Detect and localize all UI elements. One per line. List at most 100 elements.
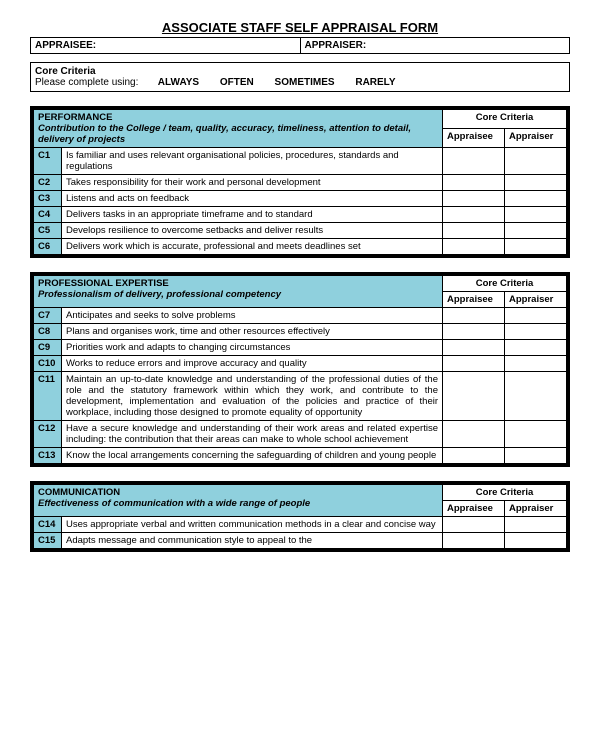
appraiser-cell[interactable] — [505, 372, 567, 421]
criteria-row: C7Anticipates and seeks to solve problem… — [34, 308, 567, 324]
appraiser-cell[interactable] — [505, 533, 567, 549]
appraisee-cell[interactable] — [443, 207, 505, 223]
criteria-code: C2 — [34, 175, 62, 191]
col-appraiser: Appraiser — [505, 129, 567, 148]
criteria-desc: Adapts message and communication style t… — [62, 533, 443, 549]
criteria-desc: Priorities work and adapts to changing c… — [62, 340, 443, 356]
criteria-code: C8 — [34, 324, 62, 340]
appraiser-cell[interactable] — [505, 356, 567, 372]
appraiser-cell[interactable] — [505, 223, 567, 239]
appraisee-cell[interactable] — [443, 175, 505, 191]
appraiser-label: APPRAISER: — [300, 38, 570, 53]
criteria-section: COMMUNICATIONEffectiveness of communicat… — [30, 481, 570, 552]
criteria-code: C4 — [34, 207, 62, 223]
appraisee-cell[interactable] — [443, 372, 505, 421]
appraiser-cell[interactable] — [505, 340, 567, 356]
criteria-desc: Delivers work which is accurate, profess… — [62, 239, 443, 255]
col-appraisee: Appraisee — [443, 129, 505, 148]
criteria-desc: Delivers tasks in an appropriate timefra… — [62, 207, 443, 223]
criteria-row: C2Takes responsibility for their work an… — [34, 175, 567, 191]
section-heading: COMMUNICATIONEffectiveness of communicat… — [34, 485, 443, 517]
criteria-code: C6 — [34, 239, 62, 255]
appraiser-cell[interactable] — [505, 207, 567, 223]
section-heading: PERFORMANCEContribution to the College /… — [34, 110, 443, 148]
criteria-row: C13Know the local arrangements concernin… — [34, 448, 567, 464]
criteria-table: PROFESSIONAL EXPERTISEProfessionalism of… — [33, 275, 567, 464]
appraiser-cell[interactable] — [505, 148, 567, 175]
instruction-label: Please complete using: — [35, 77, 155, 88]
criteria-row: C4Delivers tasks in an appropriate timef… — [34, 207, 567, 223]
criteria-row: C10Works to reduce errors and improve ac… — [34, 356, 567, 372]
criteria-code: C1 — [34, 148, 62, 175]
criteria-code: C7 — [34, 308, 62, 324]
criteria-desc: Listens and acts on feedback — [62, 191, 443, 207]
criteria-desc: Works to reduce errors and improve accur… — [62, 356, 443, 372]
criteria-code: C11 — [34, 372, 62, 421]
criteria-row: C3Listens and acts on feedback — [34, 191, 567, 207]
appraisee-cell[interactable] — [443, 340, 505, 356]
core-criteria-title: Core Criteria — [35, 66, 565, 77]
criteria-code: C13 — [34, 448, 62, 464]
criteria-row: C6Delivers work which is accurate, profe… — [34, 239, 567, 255]
appraisee-cell[interactable] — [443, 517, 505, 533]
criteria-code: C9 — [34, 340, 62, 356]
appraiser-cell[interactable] — [505, 517, 567, 533]
core-instruction: Please complete using: ALWAYS OFTEN SOME… — [35, 77, 565, 88]
criteria-desc: Takes responsibility for their work and … — [62, 175, 443, 191]
criteria-code: C15 — [34, 533, 62, 549]
option-rarely: RARELY — [355, 77, 395, 88]
criteria-code: C3 — [34, 191, 62, 207]
criteria-row: C15Adapts message and communication styl… — [34, 533, 567, 549]
criteria-desc: Know the local arrangements concerning t… — [62, 448, 443, 464]
criteria-row: C9Priorities work and adapts to changing… — [34, 340, 567, 356]
appraisee-cell[interactable] — [443, 324, 505, 340]
criteria-desc: Anticipates and seeks to solve problems — [62, 308, 443, 324]
core-criteria-header: Core Criteria — [443, 110, 567, 129]
criteria-row: C1Is familiar and uses relevant organisa… — [34, 148, 567, 175]
col-appraisee: Appraisee — [443, 292, 505, 308]
appraiser-cell[interactable] — [505, 324, 567, 340]
criteria-desc: Have a secure knowledge and understandin… — [62, 421, 443, 448]
criteria-row: C14Uses appropriate verbal and written c… — [34, 517, 567, 533]
option-sometimes: SOMETIMES — [275, 77, 335, 88]
col-appraiser: Appraiser — [505, 292, 567, 308]
appraiser-cell[interactable] — [505, 308, 567, 324]
appraiser-cell[interactable] — [505, 448, 567, 464]
criteria-section: PERFORMANCEContribution to the College /… — [30, 106, 570, 258]
col-appraiser: Appraiser — [505, 501, 567, 517]
criteria-desc: Maintain an up-to-date knowledge and und… — [62, 372, 443, 421]
core-criteria-header: Core Criteria — [443, 276, 567, 292]
core-criteria-header: Core Criteria — [443, 485, 567, 501]
appraiser-cell[interactable] — [505, 191, 567, 207]
criteria-desc: Plans and organises work, time and other… — [62, 324, 443, 340]
header-row: APPRAISEE: APPRAISER: — [30, 37, 570, 54]
appraisee-cell[interactable] — [443, 356, 505, 372]
appraiser-cell[interactable] — [505, 175, 567, 191]
appraisee-cell[interactable] — [443, 421, 505, 448]
form-title: ASSOCIATE STAFF SELF APPRAISAL FORM — [30, 20, 570, 35]
appraisee-cell[interactable] — [443, 448, 505, 464]
appraisee-cell[interactable] — [443, 191, 505, 207]
criteria-desc: Uses appropriate verbal and written comm… — [62, 517, 443, 533]
section-heading: PROFESSIONAL EXPERTISEProfessionalism of… — [34, 276, 443, 308]
appraisee-cell[interactable] — [443, 533, 505, 549]
appraisee-label: APPRAISEE: — [31, 38, 300, 53]
option-often: OFTEN — [220, 77, 254, 88]
appraiser-cell[interactable] — [505, 421, 567, 448]
criteria-desc: Develops resilience to overcome setbacks… — [62, 223, 443, 239]
criteria-code: C5 — [34, 223, 62, 239]
col-appraisee: Appraisee — [443, 501, 505, 517]
criteria-row: C12Have a secure knowledge and understan… — [34, 421, 567, 448]
appraisee-cell[interactable] — [443, 148, 505, 175]
appraiser-cell[interactable] — [505, 239, 567, 255]
appraisee-cell[interactable] — [443, 223, 505, 239]
criteria-table: COMMUNICATIONEffectiveness of communicat… — [33, 484, 567, 549]
option-always: ALWAYS — [158, 77, 199, 88]
criteria-row: C11Maintain an up-to-date knowledge and … — [34, 372, 567, 421]
criteria-code: C10 — [34, 356, 62, 372]
appraisee-cell[interactable] — [443, 239, 505, 255]
appraisee-cell[interactable] — [443, 308, 505, 324]
criteria-code: C12 — [34, 421, 62, 448]
criteria-desc: Is familiar and uses relevant organisati… — [62, 148, 443, 175]
criteria-table: PERFORMANCEContribution to the College /… — [33, 109, 567, 255]
